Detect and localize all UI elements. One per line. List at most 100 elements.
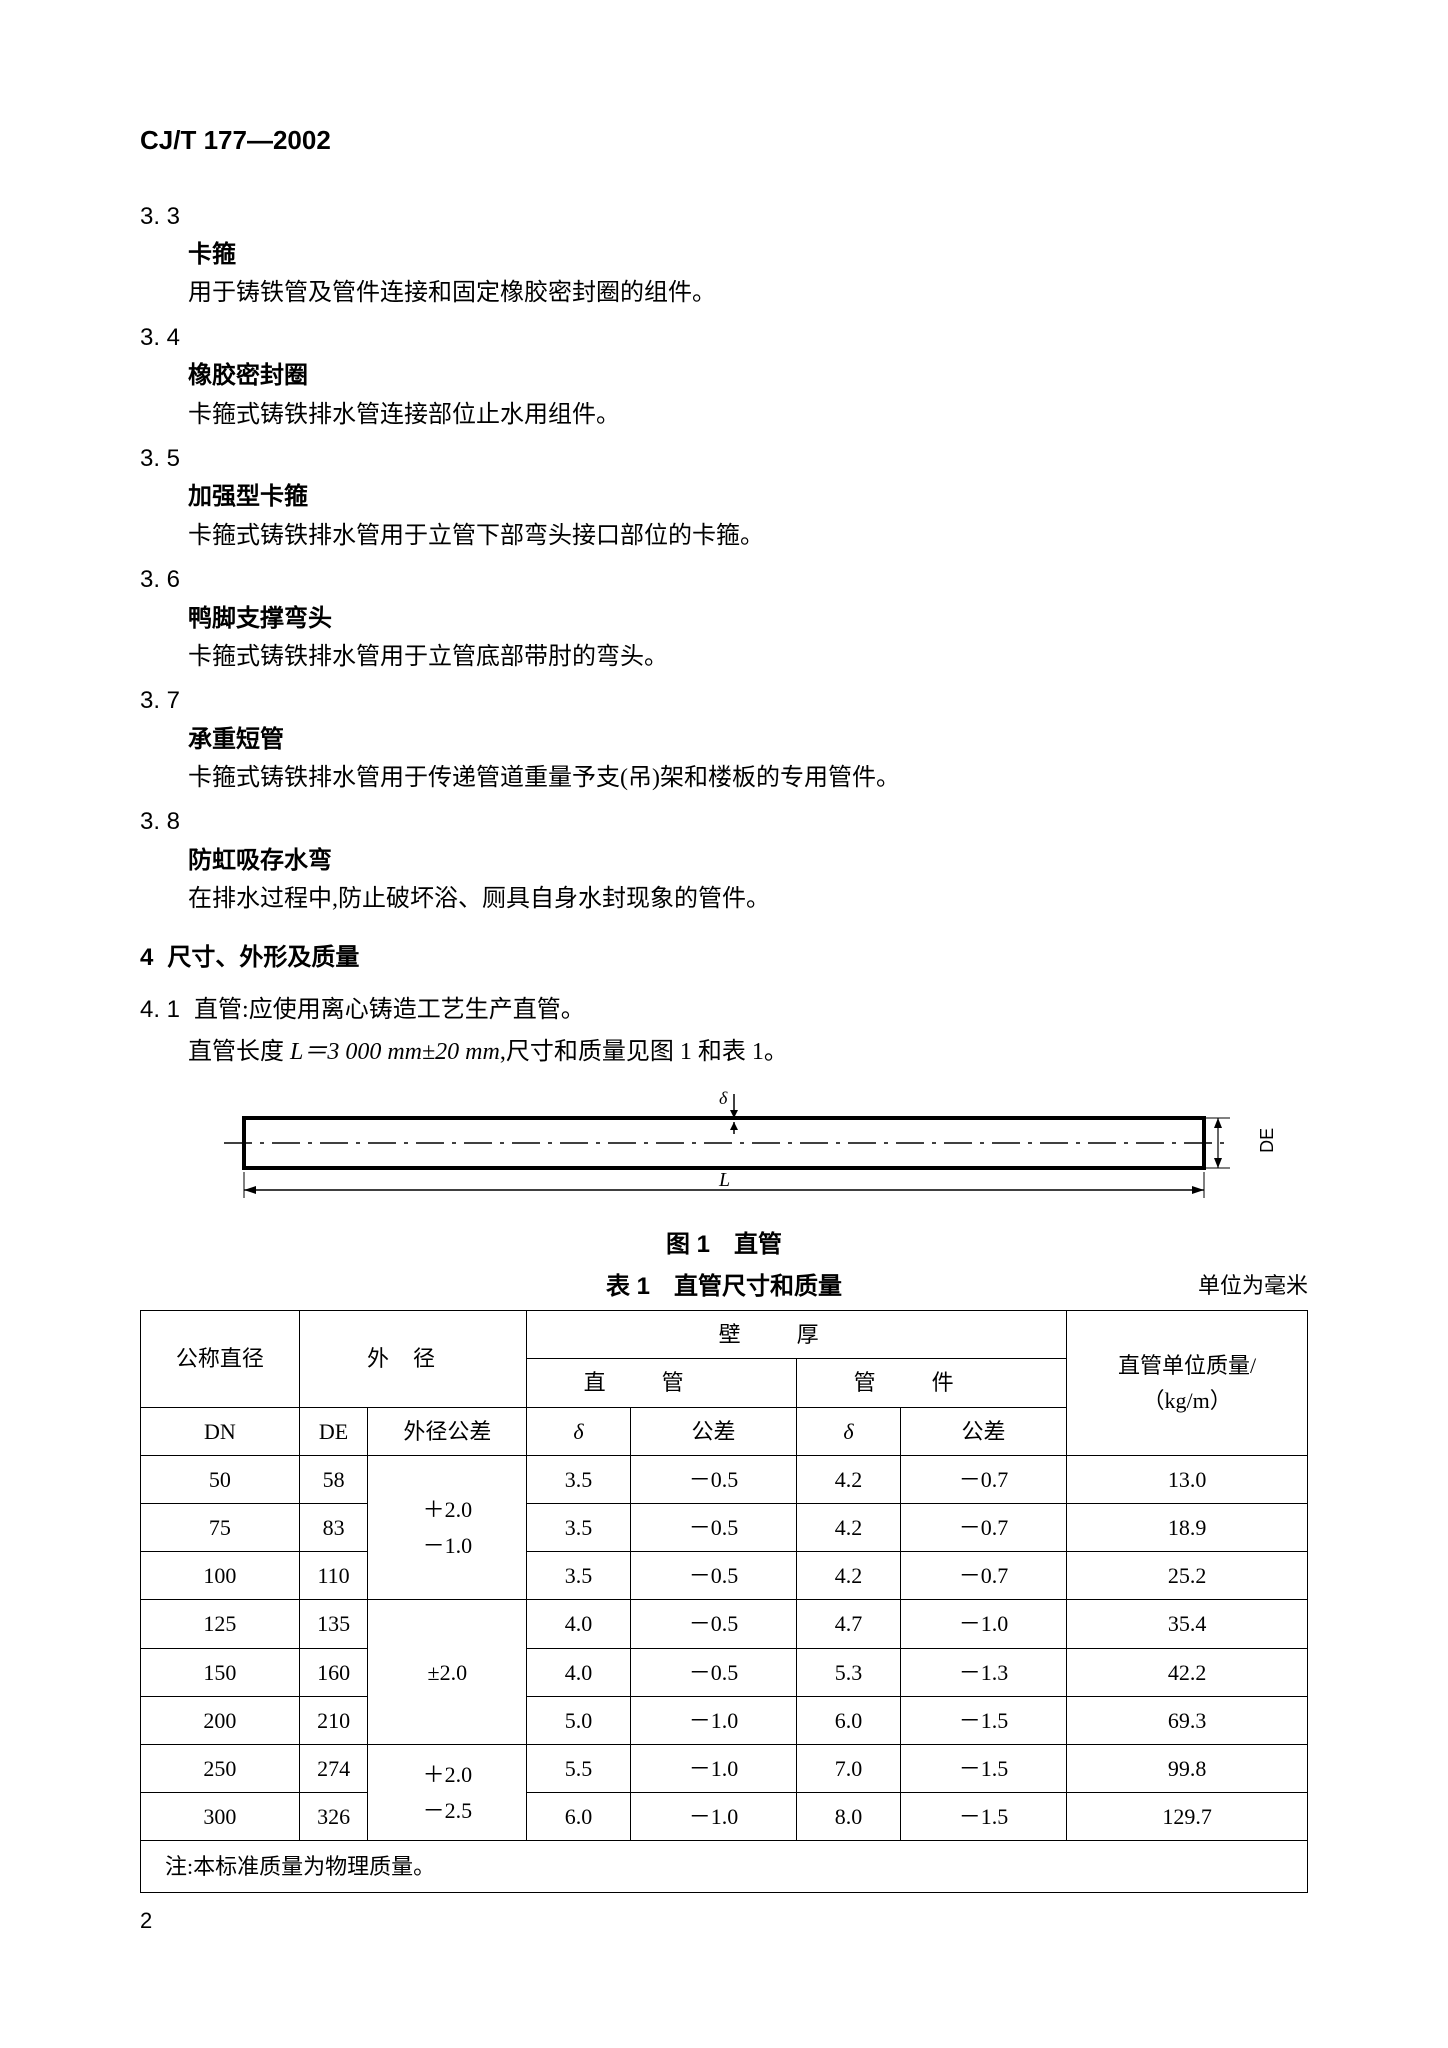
th-de-sym: DE [299,1407,368,1455]
table-cell: －1.0 [900,1600,1066,1648]
def-37: 3. 7 承重短管 卡箍式铸铁排水管用于传递管道重量予支(吊)架和楼板的专用管件… [140,682,1308,797]
def-title: 卡箍 [188,236,1308,274]
table-cell: －0.7 [900,1503,1066,1551]
def-num: 3. 8 [140,803,1308,841]
table-cell: －1.0 [630,1793,796,1841]
table-cell: 326 [299,1793,368,1841]
table-cell: 4.7 [797,1600,901,1648]
line2-pre: 直管长度 [188,1039,290,1065]
th-dn-sym: DN [141,1407,300,1455]
th-delta1: δ [527,1407,631,1455]
table-cell: 4.0 [527,1600,631,1648]
tolerance-cell: ＋2.0－1.0 [368,1455,527,1600]
table-cell: －1.0 [630,1696,796,1744]
figure-1: δ L DE 图 1 直管 [140,1090,1308,1264]
table-cell: －0.5 [630,1648,796,1696]
table-cell: 6.0 [527,1793,631,1841]
table-cell: 4.2 [797,1552,901,1600]
def-desc: 卡箍式铸铁排水管用于传递管道重量予支(吊)架和楼板的专用管件。 [188,759,1308,797]
table-cell: 3.5 [527,1503,631,1551]
table-cell: 13.0 [1067,1455,1308,1503]
svg-text:δ: δ [719,1090,728,1108]
table-cell: 4.0 [527,1648,631,1696]
section-4-title: 尺寸、外形及质量 [167,944,359,971]
table-1-caption: 表 1 直管尺寸和质量 [606,1273,842,1300]
table-cell: 250 [141,1744,300,1792]
def-num: 3. 4 [140,319,1308,357]
table-cell: －0.5 [630,1503,796,1551]
table-cell: 100 [141,1552,300,1600]
line2-formula: L＝3 000 mm±20 mm [290,1039,500,1065]
pipe-diagram-svg: δ L [204,1090,1244,1220]
table-cell: 210 [299,1696,368,1744]
de-label: DE [1253,1128,1282,1153]
def-36: 3. 6 鸭脚支撑弯头 卡箍式铸铁排水管用于立管底部带肘的弯头。 [140,561,1308,676]
th-de: 外径 [299,1311,526,1407]
tolerance-cell: ＋2.0－2.5 [368,1744,527,1840]
table-cell: 160 [299,1648,368,1696]
table-cell: －1.3 [900,1648,1066,1696]
th-mass: 直管单位质量/（kg/m） [1067,1311,1308,1456]
table-cell: 135 [299,1600,368,1648]
table-cell: －1.5 [900,1793,1066,1841]
table-1-note: 注:本标准质量为物理质量。 [140,1841,1308,1893]
def-num: 3. 6 [140,561,1308,599]
table-cell: －0.5 [630,1455,796,1503]
def-num: 3. 5 [140,440,1308,478]
section-4-num: 4 [140,944,153,971]
table-row: 5058＋2.0－1.03.5－0.54.2－0.713.0 [141,1455,1308,1503]
def-title: 防虹吸存水弯 [188,842,1308,880]
table-cell: －1.0 [630,1744,796,1792]
def-desc: 卡箍式铸铁排水管用于立管下部弯头接口部位的卡箍。 [188,517,1308,555]
def-num: 3. 3 [140,198,1308,236]
table-cell: 3.5 [527,1552,631,1600]
def-35: 3. 5 加强型卡箍 卡箍式铸铁排水管用于立管下部弯头接口部位的卡箍。 [140,440,1308,555]
table-cell: 125 [141,1600,300,1648]
def-title: 鸭脚支撑弯头 [188,600,1308,638]
table-cell: －0.5 [630,1600,796,1648]
table-cell: 6.0 [797,1696,901,1744]
table-cell: 7.0 [797,1744,901,1792]
figure-1-caption: 图 1 直管 [140,1226,1308,1264]
table-cell: 58 [299,1455,368,1503]
standard-code: CJ/T 177—2002 [140,120,1308,162]
svg-text:L: L [718,1169,730,1191]
clause-num: 4. 1 [140,996,180,1023]
clause-text: 直管:应使用离心铸造工艺生产直管。 [194,997,585,1023]
table-cell: 69.3 [1067,1696,1308,1744]
table-cell: 8.0 [797,1793,901,1841]
section-4-heading: 4 尺寸、外形及质量 [140,939,1308,977]
table-cell: －0.7 [900,1552,1066,1600]
table-cell: 18.9 [1067,1503,1308,1551]
table-1: 公称直径 外径 壁厚 直管单位质量/（kg/m） 直管 管件 DN DE 外径公… [140,1310,1308,1841]
table-row: 3003266.0－1.08.0－1.5129.7 [141,1793,1308,1841]
table-cell: 5.3 [797,1648,901,1696]
table-cell: 50 [141,1455,300,1503]
def-num: 3. 7 [140,682,1308,720]
table-cell: 110 [299,1552,368,1600]
table-row: 1001103.5－0.54.2－0.725.2 [141,1552,1308,1600]
th-tol1: 公差 [630,1407,796,1455]
definitions-block: 3. 3 卡箍 用于铸铁管及管件连接和固定橡胶密封圈的组件。 3. 4 橡胶密封… [140,198,1308,919]
table-1-caption-row: 表 1 直管尺寸和质量 单位为毫米 [140,1268,1308,1302]
table-cell: 3.5 [527,1455,631,1503]
def-desc: 卡箍式铸铁排水管用于立管底部带肘的弯头。 [188,638,1308,676]
def-title: 橡胶密封圈 [188,357,1308,395]
tolerance-cell: ±2.0 [368,1600,527,1745]
def-desc: 在排水过程中,防止破坏浴、厕具自身水封现象的管件。 [188,880,1308,918]
table-cell: 4.2 [797,1455,901,1503]
table-row: 125135±2.04.0－0.54.7－1.035.4 [141,1600,1308,1648]
table-cell: 75 [141,1503,300,1551]
table-row: 1501604.0－0.55.3－1.342.2 [141,1648,1308,1696]
th-dn: 公称直径 [141,1311,300,1407]
def-34: 3. 4 橡胶密封圈 卡箍式铸铁排水管连接部位止水用组件。 [140,319,1308,434]
table-row: 250274＋2.0－2.55.5－1.07.0－1.599.8 [141,1744,1308,1792]
table-head: 公称直径 外径 壁厚 直管单位质量/（kg/m） 直管 管件 DN DE 外径公… [141,1311,1308,1456]
table-cell: 300 [141,1793,300,1841]
th-wall: 壁厚 [527,1311,1067,1359]
def-desc: 卡箍式铸铁排水管连接部位止水用组件。 [188,396,1308,434]
table-cell: 42.2 [1067,1648,1308,1696]
page-number: 2 [140,1903,1308,1938]
table-cell: 5.0 [527,1696,631,1744]
th-fitting: 管件 [797,1359,1067,1407]
